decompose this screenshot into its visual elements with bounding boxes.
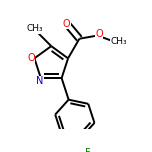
Text: F: F xyxy=(85,148,91,152)
Text: O: O xyxy=(62,19,70,29)
Text: O: O xyxy=(95,29,103,39)
Text: N: N xyxy=(36,76,44,86)
Text: O: O xyxy=(27,53,35,63)
Text: CH₃: CH₃ xyxy=(27,24,43,33)
Text: CH₃: CH₃ xyxy=(110,37,127,46)
